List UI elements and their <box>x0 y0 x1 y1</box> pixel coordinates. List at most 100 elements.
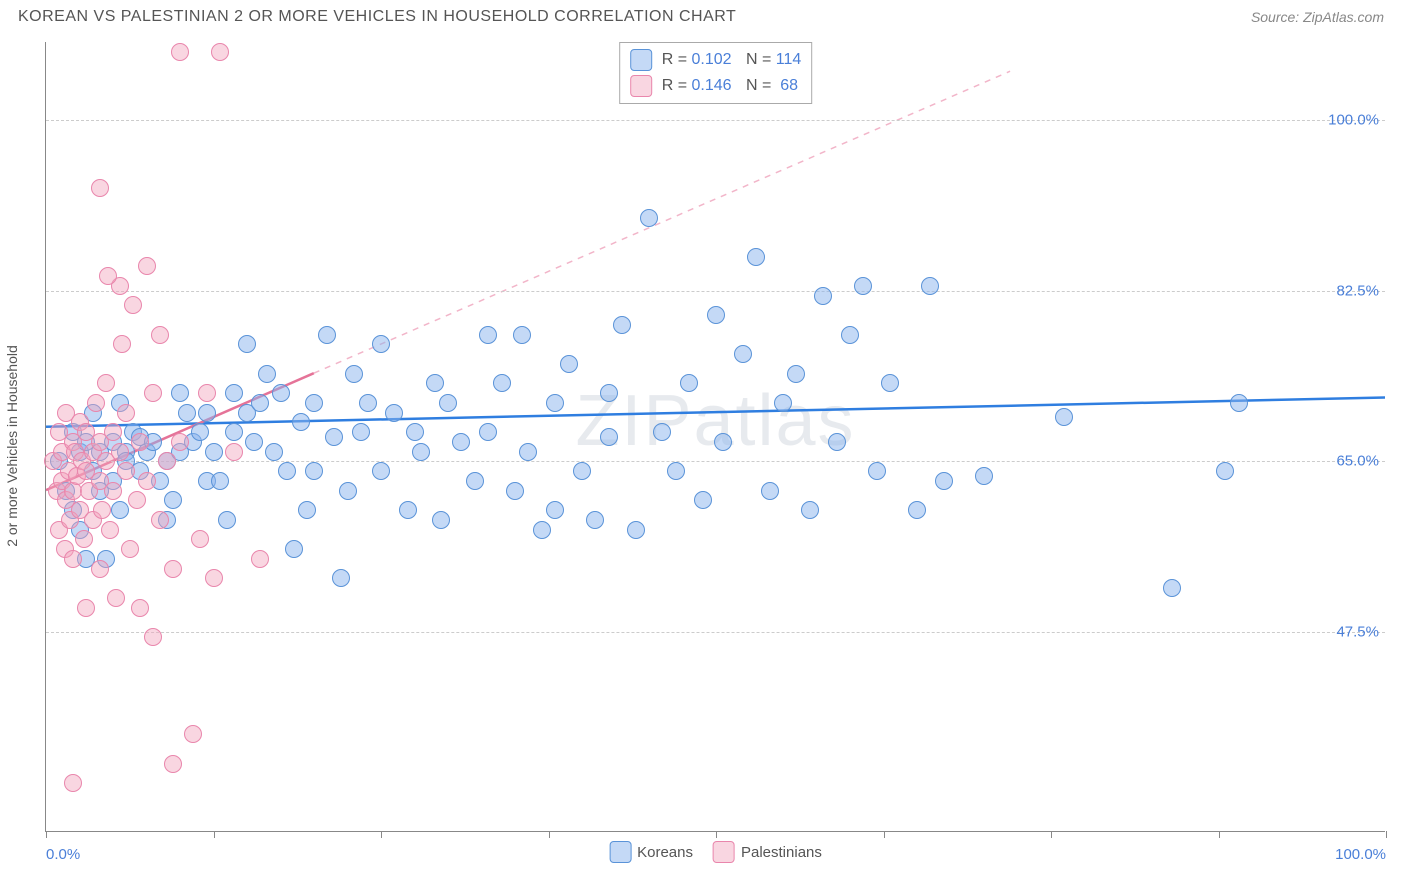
data-point <box>171 384 189 402</box>
data-point <box>171 43 189 61</box>
data-point <box>385 404 403 422</box>
legend-label: Koreans <box>637 844 693 861</box>
data-point <box>144 628 162 646</box>
data-point <box>680 374 698 392</box>
data-point <box>184 725 202 743</box>
data-point <box>292 413 310 431</box>
data-point <box>111 443 129 461</box>
data-point <box>131 433 149 451</box>
data-point <box>1230 394 1248 412</box>
x-tick <box>46 831 47 838</box>
data-point <box>121 540 139 558</box>
data-point <box>734 345 752 363</box>
data-point <box>801 501 819 519</box>
data-point <box>707 306 725 324</box>
data-point <box>225 443 243 461</box>
x-tick <box>1386 831 1387 838</box>
data-point <box>412 443 430 461</box>
data-point <box>251 550 269 568</box>
x-tick-label: 100.0% <box>1335 846 1386 863</box>
data-point <box>714 433 732 451</box>
data-point <box>117 404 135 422</box>
data-point <box>439 394 457 412</box>
legend-n-label: N = 68 <box>742 77 798 95</box>
data-point <box>238 335 256 353</box>
data-point <box>285 540 303 558</box>
data-point <box>144 384 162 402</box>
data-point <box>372 335 390 353</box>
data-point <box>191 530 209 548</box>
data-point <box>546 394 564 412</box>
legend-swatch-pink <box>630 75 652 97</box>
data-point <box>178 404 196 422</box>
data-point <box>104 423 122 441</box>
data-point <box>151 326 169 344</box>
data-point <box>64 550 82 568</box>
gridline <box>46 291 1385 292</box>
data-point <box>1055 408 1073 426</box>
data-point <box>198 384 216 402</box>
legend-item-koreans: Koreans <box>609 841 693 863</box>
data-point <box>372 462 390 480</box>
legend-n-label: N = 114 <box>742 51 802 69</box>
data-point <box>586 511 604 529</box>
data-point <box>908 501 926 519</box>
data-point <box>640 209 658 227</box>
x-tick <box>1051 831 1052 838</box>
chart-plot-area: ZIPatlas R = 0.102 N = 114 R = 0.146 N =… <box>45 42 1385 832</box>
data-point <box>513 326 531 344</box>
y-tick-label: 100.0% <box>1328 112 1379 129</box>
chart-title: KOREAN VS PALESTINIAN 2 OR MORE VEHICLES… <box>18 8 736 26</box>
data-point <box>138 472 156 490</box>
data-point <box>298 501 316 519</box>
data-point <box>218 511 236 529</box>
y-tick-label: 82.5% <box>1336 282 1379 299</box>
data-point <box>77 599 95 617</box>
data-point <box>828 433 846 451</box>
data-point <box>101 521 119 539</box>
data-point <box>91 560 109 578</box>
data-point <box>519 443 537 461</box>
data-point <box>117 462 135 480</box>
data-point <box>171 433 189 451</box>
data-point <box>198 404 216 422</box>
data-point <box>225 384 243 402</box>
data-point <box>305 394 323 412</box>
x-tick <box>884 831 885 838</box>
x-tick <box>716 831 717 838</box>
data-point <box>694 491 712 509</box>
data-point <box>667 462 685 480</box>
data-point <box>97 374 115 392</box>
data-point <box>93 501 111 519</box>
data-point <box>774 394 792 412</box>
data-point <box>573 462 591 480</box>
legend-item-palestinians: Palestinians <box>713 841 822 863</box>
data-point <box>128 491 146 509</box>
data-point <box>352 423 370 441</box>
data-point <box>359 394 377 412</box>
data-point <box>164 491 182 509</box>
data-point <box>406 423 424 441</box>
x-tick <box>214 831 215 838</box>
data-point <box>479 326 497 344</box>
data-point <box>339 482 357 500</box>
data-point <box>787 365 805 383</box>
gridline <box>46 632 1385 633</box>
data-point <box>506 482 524 500</box>
data-point <box>305 462 323 480</box>
data-point <box>613 316 631 334</box>
data-point <box>921 277 939 295</box>
data-point <box>747 248 765 266</box>
data-point <box>124 296 142 314</box>
gridline <box>46 120 1385 121</box>
data-point <box>104 482 122 500</box>
data-point <box>113 335 131 353</box>
y-tick-label: 47.5% <box>1336 624 1379 641</box>
correlation-legend: R = 0.102 N = 114 R = 0.146 N = 68 <box>619 42 813 104</box>
data-point <box>854 277 872 295</box>
data-point <box>99 267 117 285</box>
data-point <box>211 472 229 490</box>
data-point <box>653 423 671 441</box>
data-point <box>868 462 886 480</box>
legend-swatch-pink <box>713 841 735 863</box>
